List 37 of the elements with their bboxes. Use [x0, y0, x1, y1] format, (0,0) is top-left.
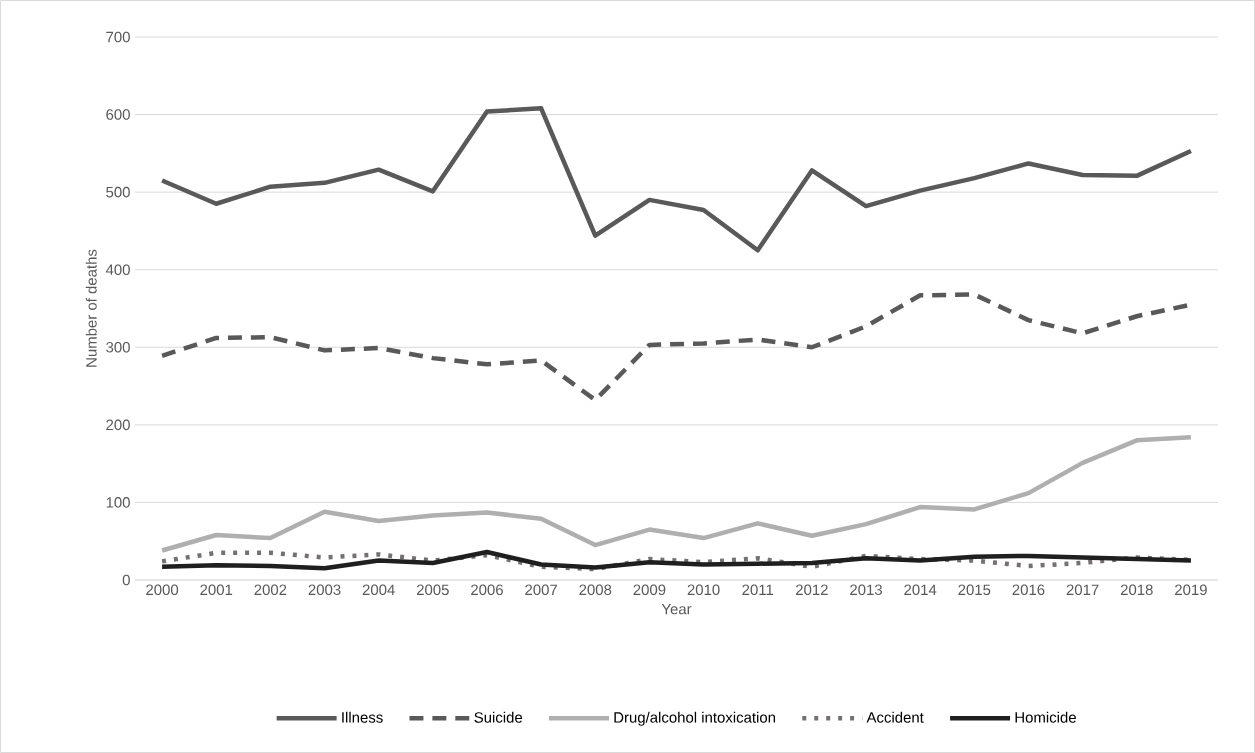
y-axis-title: Number of deaths — [85, 249, 97, 367]
x-tick-label: 2012 — [796, 584, 828, 596]
x-tick-label: 2018 — [1120, 584, 1153, 596]
y-tick-label: 700 — [106, 31, 130, 43]
x-tick-label: 2010 — [687, 584, 720, 596]
y-tick-label: 500 — [106, 186, 130, 198]
x-tick-label: 2011 — [742, 584, 774, 596]
line-series — [159, 435, 1194, 553]
x-tick-label: 2000 — [146, 584, 179, 596]
x-tick-label: 2008 — [579, 584, 612, 596]
legend-label: Illness — [342, 711, 383, 723]
legend-label: Accident — [866, 711, 924, 723]
y-tick-label: 200 — [106, 419, 130, 431]
x-tick-label: 2014 — [904, 584, 937, 596]
x-tick-label: 2009 — [633, 584, 666, 596]
x-tick-label: 2013 — [850, 584, 882, 596]
y-tick-label: 100 — [106, 497, 130, 508]
x-tick-label: 2005 — [416, 584, 449, 596]
x-tick-label: 2004 — [362, 584, 395, 596]
x-tick-label: 2017 — [1066, 584, 1099, 596]
y-tick-label: 600 — [106, 109, 130, 120]
x-tick-label: 2019 — [1175, 584, 1207, 596]
x-axis-title: Year — [661, 603, 692, 615]
legend-label: Homicide — [1015, 711, 1076, 723]
x-tick-label: 2002 — [254, 584, 287, 596]
x-tick-label: 2003 — [308, 584, 341, 596]
y-tick-label: 400 — [105, 264, 130, 275]
legend-label: Suicide — [474, 711, 523, 723]
legend-label: Drug/alcohol intoxication — [614, 711, 776, 726]
y-tick-label: 300 — [106, 341, 130, 353]
line-series — [159, 106, 1194, 253]
x-tick-label: 2006 — [471, 584, 503, 596]
y-tick-label: 0 — [122, 574, 130, 586]
x-tick-label: 2001 — [200, 584, 233, 596]
x-tick-label: 2015 — [958, 584, 991, 596]
x-tick-label: 2016 — [1012, 584, 1045, 596]
x-tick-label: 2007 — [525, 584, 557, 596]
